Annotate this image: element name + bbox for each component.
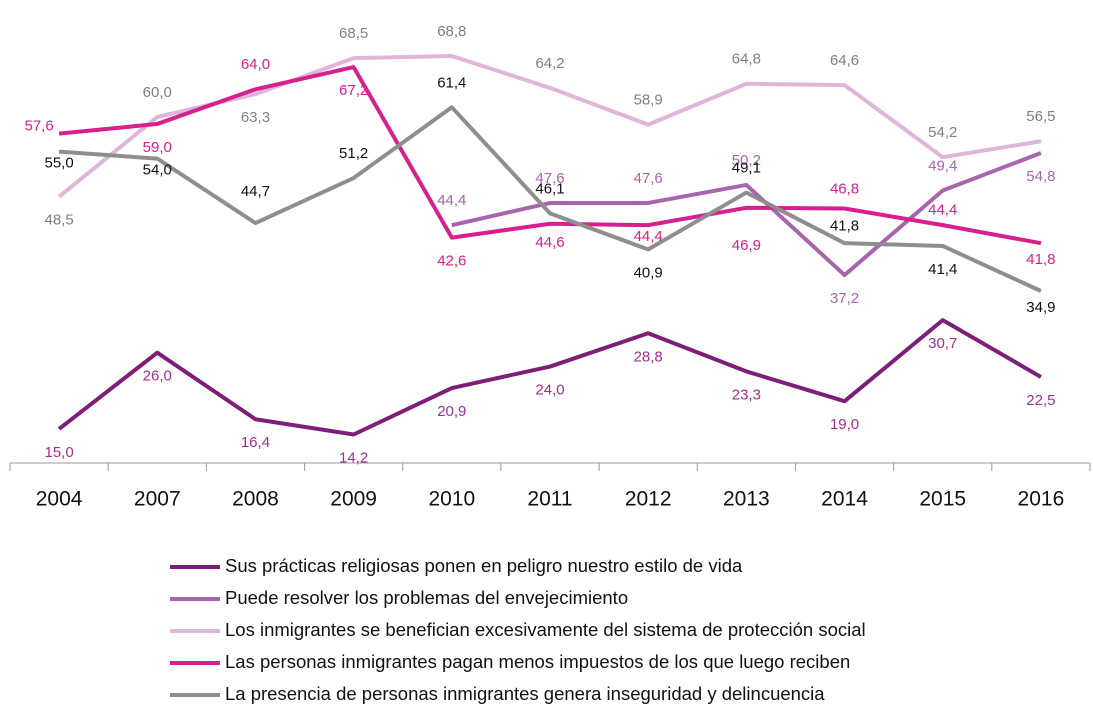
data-label: 16,4: [241, 434, 270, 451]
data-label: 15,0: [44, 444, 73, 461]
data-label: 44,4: [634, 228, 663, 245]
series-line: [58, 105, 1042, 293]
data-label: 46,8: [830, 180, 859, 197]
data-label: 30,7: [928, 335, 957, 352]
data-label: 23,3: [732, 386, 761, 403]
data-label: 67,2: [339, 82, 368, 99]
data-label: 61,4: [437, 74, 466, 91]
data-label: 41,8: [1026, 251, 1055, 268]
data-label: 59,0: [143, 139, 172, 156]
data-label: 49,4: [928, 157, 957, 174]
data-label: 26,0: [143, 368, 172, 385]
data-label: 49,1: [732, 160, 761, 177]
x-tick-label: 2004: [36, 488, 83, 511]
x-tick-label: 2008: [232, 488, 279, 511]
x-tick-label: 2015: [919, 488, 966, 511]
data-label: 48,5: [44, 212, 73, 229]
data-label: 44,7: [241, 183, 270, 200]
data-label: 56,5: [1026, 108, 1055, 125]
x-tick-label: 2016: [1018, 488, 1065, 511]
data-label: 41,8: [830, 217, 859, 234]
data-label: 41,4: [928, 261, 957, 278]
series-line: [57, 318, 1042, 437]
legend-label: Puede resolver los problemas del envejec…: [225, 587, 628, 608]
data-label: 64,8: [732, 51, 761, 68]
data-label: 47,6: [535, 170, 564, 187]
data-label: 34,9: [1026, 299, 1055, 316]
data-label: 51,2: [339, 145, 368, 162]
series-line: [451, 151, 1042, 278]
data-label: 40,9: [634, 264, 663, 281]
data-label: 22,5: [1026, 392, 1055, 409]
data-label: 20,9: [437, 403, 466, 420]
legend-label: La presencia de personas inmigrantes gen…: [225, 683, 825, 704]
data-label: 64,6: [830, 52, 859, 69]
legend-label: Sus prácticas religiosas ponen en peligr…: [225, 555, 743, 576]
x-tick-label: 2007: [134, 488, 181, 511]
data-label: 37,2: [830, 290, 859, 307]
x-tick-label: 2009: [330, 488, 377, 511]
data-label: 44,6: [535, 234, 564, 251]
x-tick-label: 2014: [821, 488, 868, 511]
data-label: 60,0: [143, 84, 172, 101]
data-label: 58,9: [634, 92, 663, 109]
legend-label: Las personas inmigrantes pagan menos imp…: [225, 651, 850, 672]
data-label: 44,4: [437, 192, 466, 209]
data-label: 44,4: [928, 202, 957, 219]
data-label: 28,8: [634, 348, 663, 365]
data-label: 14,2: [339, 449, 368, 466]
data-label: 54,2: [928, 124, 957, 141]
data-label: 64,2: [535, 55, 564, 72]
data-label: 57,6: [24, 117, 53, 134]
data-label: 46,1: [535, 180, 564, 197]
data-label: 50,2: [732, 152, 761, 169]
data-label: 46,9: [732, 237, 761, 254]
legend-label: Los inmigrantes se benefician excesivame…: [225, 619, 866, 640]
data-label: 47,6: [634, 170, 663, 187]
series-line: [58, 65, 1042, 246]
data-label: 54,8: [1026, 168, 1055, 185]
data-label: 63,3: [241, 109, 270, 126]
data-label: 55,0: [44, 155, 73, 172]
x-tick-label: 2010: [428, 488, 475, 511]
x-tick-label: 2011: [527, 488, 572, 511]
data-label: 19,0: [830, 416, 859, 433]
data-label: 54,0: [143, 162, 172, 179]
data-label: 42,6: [437, 253, 466, 270]
data-label: 68,8: [437, 23, 466, 40]
data-label: 64,0: [241, 56, 270, 73]
x-tick-label: 2013: [723, 488, 770, 511]
data-label: 24,0: [535, 382, 564, 399]
x-tick-label: 2012: [625, 488, 672, 511]
data-label: 68,5: [339, 25, 368, 42]
